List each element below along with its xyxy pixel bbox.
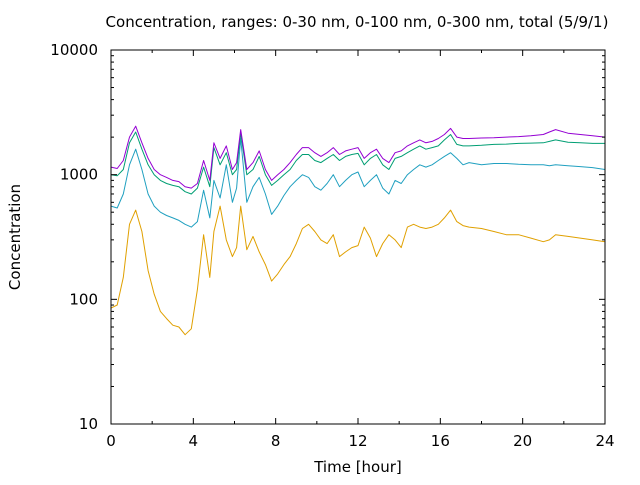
series-line-3 (110, 125, 606, 189)
y-tick-label: 100 (69, 290, 98, 308)
ticks-layer: 0 4 8 12 16 20 24 10 100 1000 10000 (50, 41, 614, 450)
x-tick-label: 20 (513, 432, 532, 450)
y-tick-label: 1000 (60, 166, 98, 184)
series-layer (110, 125, 606, 336)
series-line-2 (110, 131, 605, 195)
x-tick-label: 12 (348, 432, 367, 450)
x-tick-label: 16 (431, 432, 450, 450)
x-tick-label: 8 (271, 432, 281, 450)
chart-title: Concentration, ranges: 0-30 nm, 0-100 nm… (106, 13, 609, 31)
y-tick-label: 10 (79, 415, 98, 433)
plot-frame (110, 49, 606, 425)
x-tick-label: 0 (106, 432, 116, 450)
x-tick-label: 24 (595, 432, 614, 450)
x-axis-label: Time [hour] (313, 458, 402, 476)
y-tick-label: 10000 (50, 41, 98, 59)
y-axis-label: Concentration (6, 184, 24, 290)
series-line-1 (110, 138, 606, 228)
x-tick-label: 4 (189, 432, 199, 450)
series-line-0 (110, 205, 606, 336)
